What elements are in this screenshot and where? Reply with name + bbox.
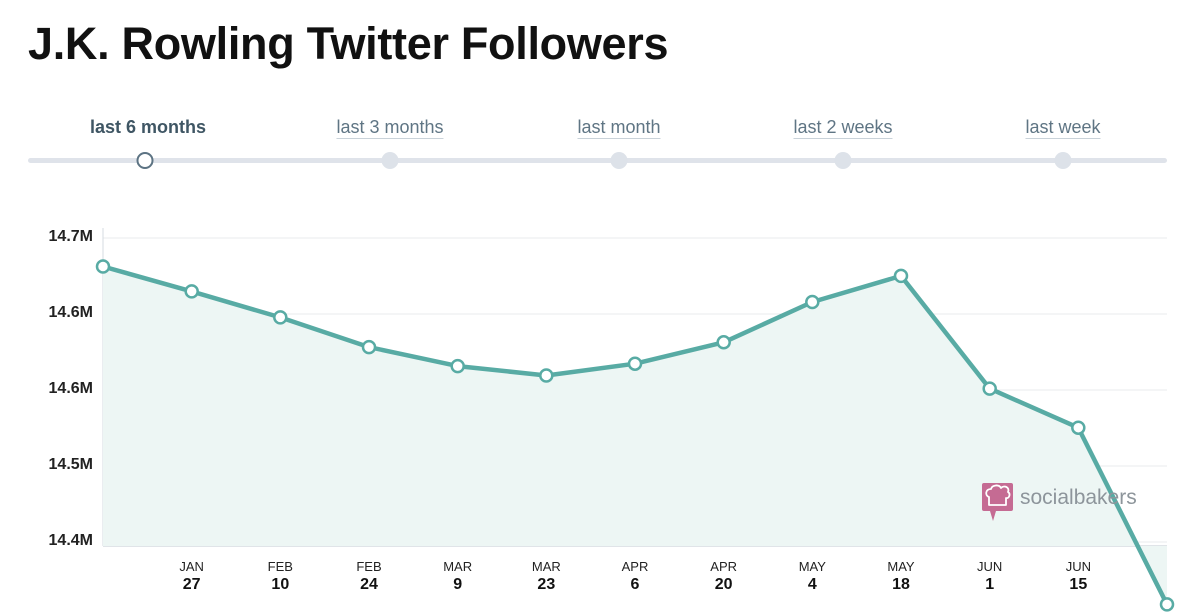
x-tick-day: 1 — [985, 576, 994, 593]
x-tick-day: 4 — [808, 576, 817, 593]
x-tick-month: FEB — [356, 559, 381, 574]
range-option-last-3-months[interactable]: last 3 months — [336, 117, 444, 139]
x-tick-day: 23 — [537, 576, 555, 593]
data-point[interactable] — [1159, 597, 1175, 612]
y-tick-label: 14.5M — [49, 456, 93, 473]
data-point[interactable] — [95, 259, 111, 274]
data-point[interactable] — [893, 268, 909, 284]
x-tick-day: 15 — [1069, 576, 1087, 593]
x-tick-month: MAY — [799, 559, 827, 574]
data-point[interactable] — [1071, 420, 1086, 435]
range-slider-track[interactable] — [28, 158, 1167, 163]
x-tick-day: 20 — [715, 576, 733, 593]
range-dot-last-week[interactable] — [1054, 152, 1072, 169]
x-tick-month: APR — [710, 559, 737, 574]
x-axis: JAN 27 FEB 10 FEB 24 MAR 9 MAR 23 APR 6 APR 20 MAY 4 MAY… — [179, 559, 1091, 593]
data-point[interactable] — [539, 368, 554, 383]
data-point[interactable] — [716, 335, 731, 350]
x-tick-month: MAR — [443, 559, 472, 574]
y-tick-label: 14.4M — [49, 532, 93, 549]
x-tick-day: 6 — [631, 576, 640, 593]
data-point[interactable] — [627, 356, 643, 371]
y-tick-label: 14.6M — [49, 304, 93, 321]
page-title: J.K. Rowling Twitter Followers — [28, 18, 669, 69]
data-point[interactable] — [805, 294, 820, 310]
data-point[interactable] — [361, 339, 377, 355]
x-tick-month: MAR — [532, 559, 561, 574]
x-tick-day: 9 — [453, 576, 462, 593]
range-dot-last-month[interactable] — [610, 152, 628, 169]
x-tick-month: APR — [622, 559, 649, 574]
x-tick-month: FEB — [268, 559, 293, 574]
range-handle-last-6-months[interactable] — [136, 152, 154, 169]
data-point[interactable] — [982, 381, 997, 396]
chef-hat-icon — [982, 483, 1013, 521]
x-tick-day: 10 — [271, 576, 289, 593]
x-tick-day: 27 — [183, 576, 201, 593]
range-option-last-month[interactable]: last month — [577, 117, 661, 139]
range-option-last-week[interactable]: last week — [1025, 117, 1101, 139]
y-tick-label: 14.6M — [49, 380, 93, 397]
data-point[interactable] — [450, 358, 465, 374]
data-point[interactable] — [184, 284, 199, 299]
watermark-text: socialbakers — [1020, 486, 1137, 509]
x-tick-day: 24 — [360, 576, 378, 593]
data-points — [95, 259, 1175, 612]
x-tick-month: MAY — [887, 559, 915, 574]
range-option-last-2-weeks[interactable]: last 2 weeks — [793, 117, 893, 139]
range-dot-last-2-weeks[interactable] — [834, 152, 852, 169]
x-tick-month: JUN — [1066, 559, 1091, 574]
data-point[interactable] — [273, 310, 288, 325]
range-dot-last-3-months[interactable] — [381, 152, 399, 169]
range-option-last-6-months[interactable]: last 6 months — [89, 117, 207, 137]
x-tick-month: JUN — [977, 559, 1002, 574]
x-tick-day: 18 — [892, 576, 910, 593]
area-fill — [103, 266, 1167, 605]
x-tick-month: JAN — [179, 559, 204, 574]
socialbakers-watermark: socialbakers — [982, 483, 1137, 521]
y-tick-label: 14.7M — [49, 228, 93, 245]
